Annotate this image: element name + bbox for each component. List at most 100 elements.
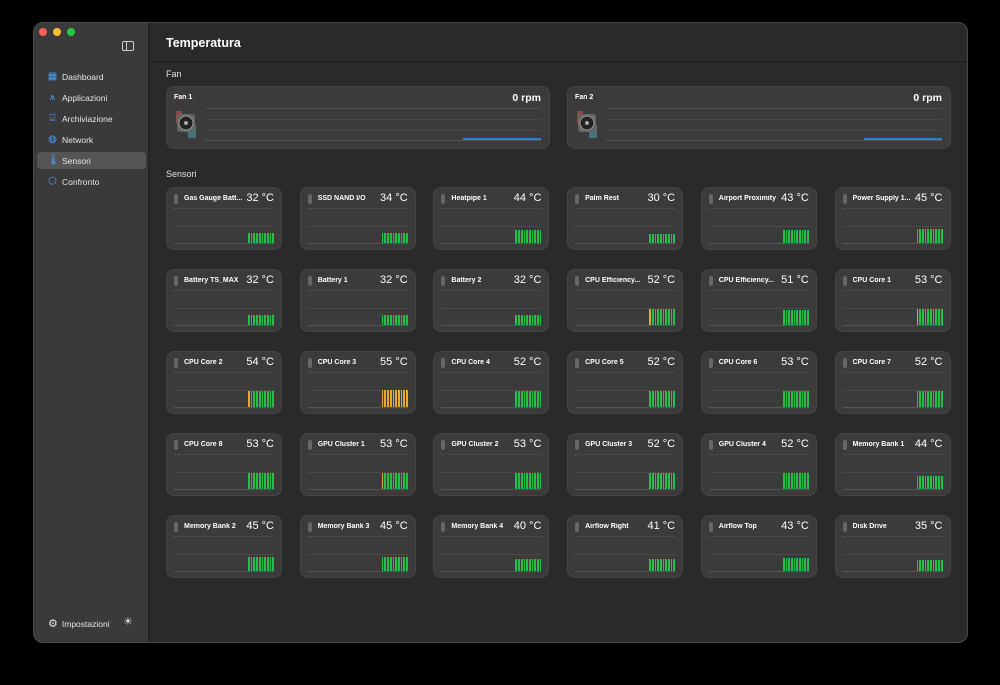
temperature-bar <box>515 391 518 407</box>
sidebar-item-archiviazione[interactable]: ⌸ Archiviazione <box>37 110 146 127</box>
temperature-bar <box>269 557 272 571</box>
sensor-card: CPU Core 6 53 °C <box>700 351 817 414</box>
sensor-card: Battery 1 32 °C <box>299 269 416 332</box>
sidebar-item-confronto[interactable]: ⬡ Confronto <box>37 173 146 190</box>
thermometer-icon <box>842 440 847 450</box>
sensor-temperature: 44 °C <box>513 192 542 204</box>
sensor-card: GPU Cluster 2 53 °C <box>433 433 550 496</box>
temperature-bar <box>381 315 384 325</box>
temperature-bar <box>537 315 539 325</box>
temperature-bar <box>654 391 657 407</box>
temperature-bar <box>389 473 392 489</box>
temperature-bar <box>782 310 785 325</box>
sensor-temperature: 52 °C <box>647 274 676 286</box>
temperature-bar <box>657 473 659 489</box>
temperature-bar <box>528 559 531 571</box>
temperature-bar <box>935 476 938 489</box>
temperature-bar <box>387 473 389 489</box>
sensor-chart <box>307 290 408 326</box>
temperature-bar <box>790 230 793 243</box>
sensor-card: Memory Bank 2 45 °C <box>166 515 282 578</box>
temperature-bar <box>799 558 801 571</box>
thermometer-icon <box>575 276 580 286</box>
temperature-bar <box>528 315 531 325</box>
temperature-bar <box>659 234 662 243</box>
thermometer-icon <box>842 194 847 204</box>
sidebar-item-network[interactable]: ◍ Network <box>37 131 146 148</box>
temperature-bar <box>916 476 919 489</box>
fan-icon <box>577 111 597 138</box>
temperature-bar <box>526 473 528 489</box>
close-button[interactable] <box>39 28 47 36</box>
temperature-bar <box>651 309 654 325</box>
sensor-chart <box>842 208 943 244</box>
zoom-button[interactable] <box>67 28 75 36</box>
thermometer-icon <box>307 194 312 204</box>
fan-card: Fan 1 0 rpm <box>166 86 550 149</box>
sensor-name: Battery TS_MAX <box>184 277 239 284</box>
temperature-bar <box>269 315 272 325</box>
thermometer-icon <box>842 358 847 368</box>
minimize-button[interactable] <box>53 28 61 36</box>
temperature-bar <box>395 315 397 325</box>
temperature-bar <box>537 559 539 571</box>
settings-button[interactable]: ⚙ Impostazioni <box>48 617 110 630</box>
temperature-bar <box>269 233 272 243</box>
sensor-card: Memory Bank 4 40 °C <box>433 515 550 578</box>
temperature-bar <box>651 473 654 489</box>
temperature-bar <box>526 391 528 407</box>
fan-speed-line <box>864 138 942 140</box>
temperature-bar <box>785 230 788 243</box>
temperature-bar <box>799 391 801 407</box>
temperature-bar <box>927 391 930 407</box>
thermometer-icon <box>708 522 713 532</box>
temperature-bar <box>253 473 256 489</box>
sidebar-item-sensori[interactable]: 🌡 Sensori <box>37 152 146 169</box>
thermometer-icon <box>708 276 713 286</box>
theme-toggle-icon[interactable]: ☀︎ <box>123 616 133 628</box>
temperature-bar <box>649 234 651 243</box>
temperature-bar <box>406 557 408 571</box>
temperature-bar <box>400 557 403 571</box>
temperature-bar <box>796 558 799 571</box>
temperature-bar <box>531 230 534 243</box>
temperature-bar <box>392 473 395 489</box>
temperature-bar <box>940 560 943 571</box>
temperature-bar <box>807 558 809 571</box>
sidebar-toggle-icon[interactable] <box>122 41 134 51</box>
temperature-bar <box>668 473 670 489</box>
sensor-name: Airflow Right <box>585 523 629 530</box>
grid-icon: ▦ <box>47 71 58 82</box>
temperature-bar <box>919 309 921 325</box>
thermometer-icon <box>441 440 446 450</box>
temperature-bar <box>938 560 940 571</box>
temperature-bar <box>250 391 253 407</box>
sensor-chart <box>575 290 676 326</box>
temperature-bar <box>930 476 932 489</box>
sidebar-item-dashboard[interactable]: ▦ Dashboard <box>37 68 146 85</box>
temperature-bar <box>537 473 539 489</box>
temperature-bar <box>256 233 258 243</box>
temperature-bar <box>384 557 387 571</box>
fan-icon <box>176 111 196 138</box>
sensor-temperature: 35 °C <box>914 520 943 532</box>
temperature-bar <box>782 473 785 489</box>
app-window: ▦ Dashboard ⩚ Applicazioni ⌸ Archiviazione ◍ Ne… <box>33 22 968 643</box>
sidebar-item-applicazioni[interactable]: ⩚ Applicazioni <box>37 89 146 106</box>
temperature-bar <box>272 391 275 407</box>
temperature-bar <box>534 230 537 243</box>
temperature-bar <box>403 473 406 489</box>
temperature-bar <box>665 473 668 489</box>
temperature-bar <box>515 559 518 571</box>
sidebar-item-label: Network <box>62 134 94 145</box>
thermometer-icon <box>307 276 312 286</box>
temperature-bar <box>256 473 258 489</box>
sensor-chart <box>441 208 542 244</box>
temperature-bar <box>261 391 264 407</box>
temperature-bar <box>788 391 790 407</box>
temperature-bar <box>930 391 932 407</box>
temperature-bar <box>788 230 790 243</box>
sensor-chart <box>575 536 676 572</box>
temperature-bar <box>392 557 395 571</box>
temperature-bar <box>261 557 264 571</box>
